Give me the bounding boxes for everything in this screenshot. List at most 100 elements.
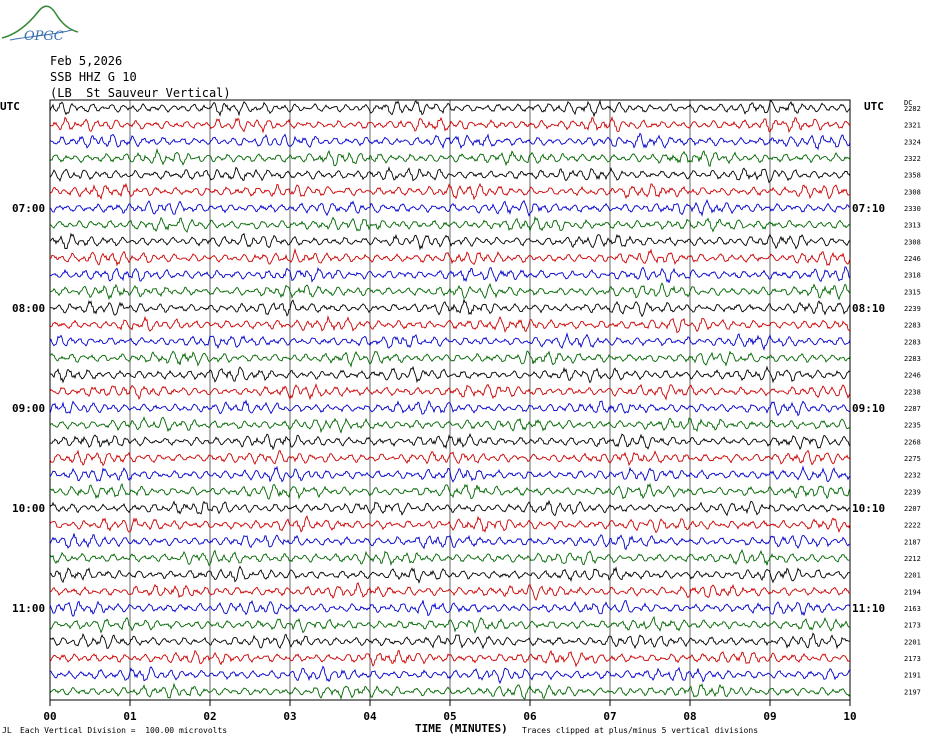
dc-label: DC — [904, 99, 912, 107]
left-time-label: 11:00 — [12, 602, 45, 615]
dc-offset-label: 2191 — [904, 672, 921, 680]
dc-offset-label: 2324 — [904, 138, 921, 146]
x-tick-label: 06 — [523, 710, 537, 723]
trace-line — [49, 533, 851, 551]
header-date: Feb 5,2026 — [50, 54, 123, 68]
trace-line — [49, 465, 851, 483]
plot-axes: 00 01 02 03 04 05 06 07 08 09 10 UTC UTC DC 07:00 08:00… — [0, 99, 921, 723]
logo-text: OPGC — [24, 29, 64, 44]
trace-line — [49, 416, 851, 434]
trace-line — [49, 615, 851, 634]
trace-line — [49, 499, 851, 517]
trace-line — [49, 649, 851, 668]
x-tick-label: 01 — [123, 710, 137, 723]
x-tick-label: 09 — [763, 710, 776, 723]
dc-offset-label: 2239 — [904, 488, 921, 496]
trace-line — [49, 215, 851, 233]
x-tick-label: 07 — [603, 710, 616, 723]
dc-offset-label: 2318 — [904, 272, 921, 280]
dc-offset-label: 2222 — [904, 522, 921, 530]
right-utc-label: UTC — [864, 100, 884, 113]
dc-offset-label: 2275 — [904, 455, 921, 463]
footer-corner: JL — [2, 726, 12, 735]
trace-line — [49, 399, 851, 417]
dc-offset-label: 2194 — [904, 588, 921, 596]
trace-line — [49, 266, 851, 284]
left-time-label: 10:00 — [12, 502, 45, 515]
dc-offset-label: 2232 — [904, 472, 921, 480]
dc-offset-label: 2201 — [904, 638, 921, 646]
x-tick-label: 02 — [203, 710, 216, 723]
left-time-label: 07:00 — [12, 202, 45, 215]
trace-line — [49, 383, 851, 401]
trace-line — [49, 166, 851, 184]
trace-line — [49, 449, 851, 467]
trace-line — [49, 247, 851, 267]
seismic-traces — [49, 99, 851, 700]
dc-offset-label: 2207 — [904, 505, 921, 513]
left-utc-label: UTC — [0, 100, 20, 113]
dc-offset-label: 2358 — [904, 172, 921, 180]
dc-offset-label: 2308 — [904, 188, 921, 196]
trace-line — [49, 565, 851, 584]
dc-offset-label: 2287 — [904, 405, 921, 413]
trace-line — [49, 632, 851, 650]
dc-offset-label: 2163 — [904, 605, 921, 613]
header-station: SSB HHZ G 10 — [50, 70, 137, 84]
dc-offset-label: 2315 — [904, 288, 921, 296]
dc-offset-label: 2197 — [904, 688, 921, 696]
dc-offset-label: 2268 — [904, 438, 921, 446]
dc-offset-label: 2308 — [904, 238, 921, 246]
trace-line — [49, 199, 851, 217]
right-time-label: 11:10 — [852, 602, 885, 615]
footer-scale-note: Each Vertical Division = 100.00 microvol… — [20, 726, 228, 735]
opgc-logo: OPGC — [1, 5, 79, 44]
dc-offset-label: 2246 — [904, 372, 921, 380]
dc-offset-label: 2239 — [904, 305, 921, 313]
right-time-label: 08:10 — [852, 302, 885, 315]
trace-line — [49, 365, 851, 384]
dc-offset-label: 2235 — [904, 422, 921, 430]
trace-line — [49, 132, 851, 151]
dc-offset-label: 2201 — [904, 572, 921, 580]
dc-offset-label: 2238 — [904, 388, 921, 396]
x-tick-label: 00 — [43, 710, 56, 723]
footer-clip-note: Traces clipped at plus/minus 5 vertical … — [522, 726, 759, 735]
trace-line — [49, 515, 851, 534]
trace-line — [49, 298, 851, 318]
trace-line — [49, 182, 851, 201]
x-axis-label: TIME (MINUTES) — [415, 722, 508, 735]
dc-offset-label: 2313 — [904, 222, 921, 230]
trace-line — [49, 332, 851, 351]
trace-line — [49, 581, 851, 601]
trace-line — [49, 147, 851, 167]
dc-offset-label: 2283 — [904, 338, 921, 346]
dc-offset-label: 2173 — [904, 622, 921, 630]
dc-offset-label: 2282 — [904, 105, 921, 113]
x-tick-label: 04 — [363, 710, 377, 723]
trace-line — [49, 115, 851, 134]
dc-offset-label: 2321 — [904, 122, 921, 130]
trace-line — [49, 99, 851, 118]
right-time-label: 10:10 — [852, 502, 885, 515]
trace-line — [49, 482, 851, 500]
x-tick-label: 08 — [683, 710, 696, 723]
dc-offset-label: 2212 — [904, 555, 921, 563]
trace-line — [49, 548, 851, 567]
dc-offset-label: 2322 — [904, 155, 921, 163]
dc-offset-label: 2246 — [904, 255, 921, 263]
x-tick-label: 03 — [283, 710, 296, 723]
trace-line — [49, 682, 851, 700]
trace-line — [49, 315, 851, 334]
trace-line — [49, 599, 851, 617]
right-time-label: 07:10 — [852, 202, 885, 215]
dc-offset-label: 2187 — [904, 538, 921, 546]
trace-line — [49, 232, 851, 251]
header-location: (LB St Sauveur Vertical) — [50, 86, 231, 100]
left-time-label: 08:00 — [12, 302, 45, 315]
trace-line — [49, 432, 851, 451]
dc-offset-label: 2173 — [904, 655, 921, 663]
dc-offset-label: 2330 — [904, 205, 921, 213]
right-time-label: 09:10 — [852, 402, 885, 415]
